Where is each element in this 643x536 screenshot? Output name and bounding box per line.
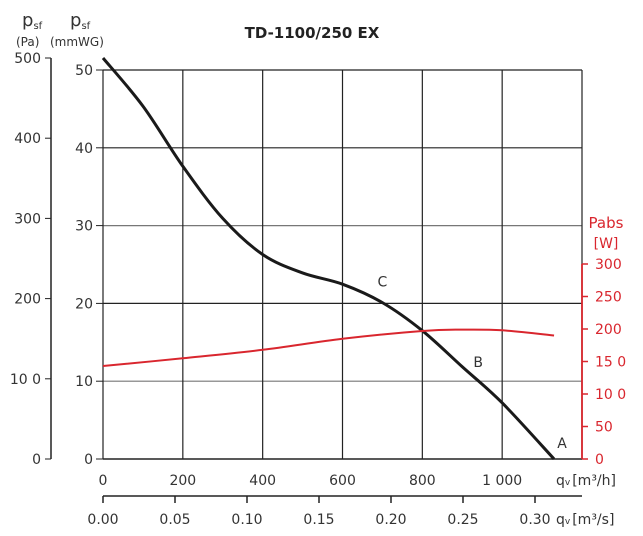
curve-point-label: A [557, 436, 567, 452]
left-axis-1-tick-label: 500 [14, 51, 41, 67]
svg-text:(mmWG): (mmWG) [50, 35, 104, 49]
right-axis-tick-label: 300 [595, 257, 622, 273]
x-axis-1-tick-label: 0 [99, 473, 108, 489]
curve-point-label: C [378, 275, 388, 291]
x-axis-2-label: qv [m³/s] [556, 512, 614, 528]
svg-text:qv[m³/h]: qv [m³/h] [556, 473, 616, 489]
x-axis-1-tick-label: 800 [409, 473, 436, 489]
left-axis-2-tick-label: 0 [84, 452, 93, 468]
right-axis-tick-label: 50 [595, 420, 613, 436]
chart-title: TD-1100/250 EX [245, 24, 380, 42]
left-axis-1-tick-label: 300 [14, 211, 41, 227]
x-axis-1-tick-label: 200 [169, 473, 196, 489]
x-axis-1-tick-label: 600 [329, 473, 356, 489]
right-axis-tick-label: 200 [595, 322, 622, 338]
left-axis-1-tick-label: 0 [32, 452, 41, 468]
left-axis-2-tick-label: 40 [75, 141, 93, 157]
left-axis-2-tick-label: 10 [75, 374, 93, 390]
svg-text:(Pa): (Pa) [16, 35, 39, 49]
svg-text:qv[m³/s]: qv [m³/s] [556, 512, 614, 528]
x-axis-1-label: qv [m³/h] [556, 473, 616, 489]
right-axis-tick-label: 15 0 [595, 355, 626, 371]
right-axis-header: Pabs [W] [589, 214, 624, 252]
left-axis-2-header: psf (mmWG) [50, 10, 104, 49]
svg-text:psf: psf [70, 10, 91, 32]
right-axis-tick-label: 10 0 [595, 387, 626, 403]
x-axis-2-tick-label: 0.15 [303, 512, 334, 528]
x-axis-1-tick-label: 400 [249, 473, 276, 489]
x-axis-2-tick-label: 0.10 [231, 512, 262, 528]
right-axis-tick-label: 250 [595, 290, 622, 306]
svg-text:[W]: [W] [594, 236, 619, 252]
x-axis-2-tick-label: 0.30 [519, 512, 550, 528]
left-axis-1-header: psf (Pa) [16, 10, 43, 49]
pressure-curve [101, 57, 556, 461]
x-axis-2-tick-label: 0.20 [375, 512, 406, 528]
power-curve [102, 328, 555, 368]
x-axis-1-tick-label: 1 000 [482, 473, 522, 489]
left-axis-1-tick-label: 200 [14, 292, 41, 308]
svg-text:Pabs: Pabs [589, 214, 624, 232]
right-axis-tick-label: 0 [595, 452, 604, 468]
curve-point-label: B [473, 355, 483, 371]
x-axis-2-tick-label: 0.05 [159, 512, 190, 528]
left-axis-2-tick-label: 20 [75, 296, 93, 312]
left-axis-1-tick-label: 10 0 [10, 372, 41, 388]
left-axis-2-tick-label: 50 [75, 63, 93, 79]
x-axis-2-tick-label: 0.25 [447, 512, 478, 528]
left-axis-2-tick-label: 30 [75, 219, 93, 235]
x-axis-2-tick-label: 0.00 [87, 512, 118, 528]
left-axis-1-tick-label: 400 [14, 131, 41, 147]
svg-text:psf: psf [22, 10, 43, 32]
